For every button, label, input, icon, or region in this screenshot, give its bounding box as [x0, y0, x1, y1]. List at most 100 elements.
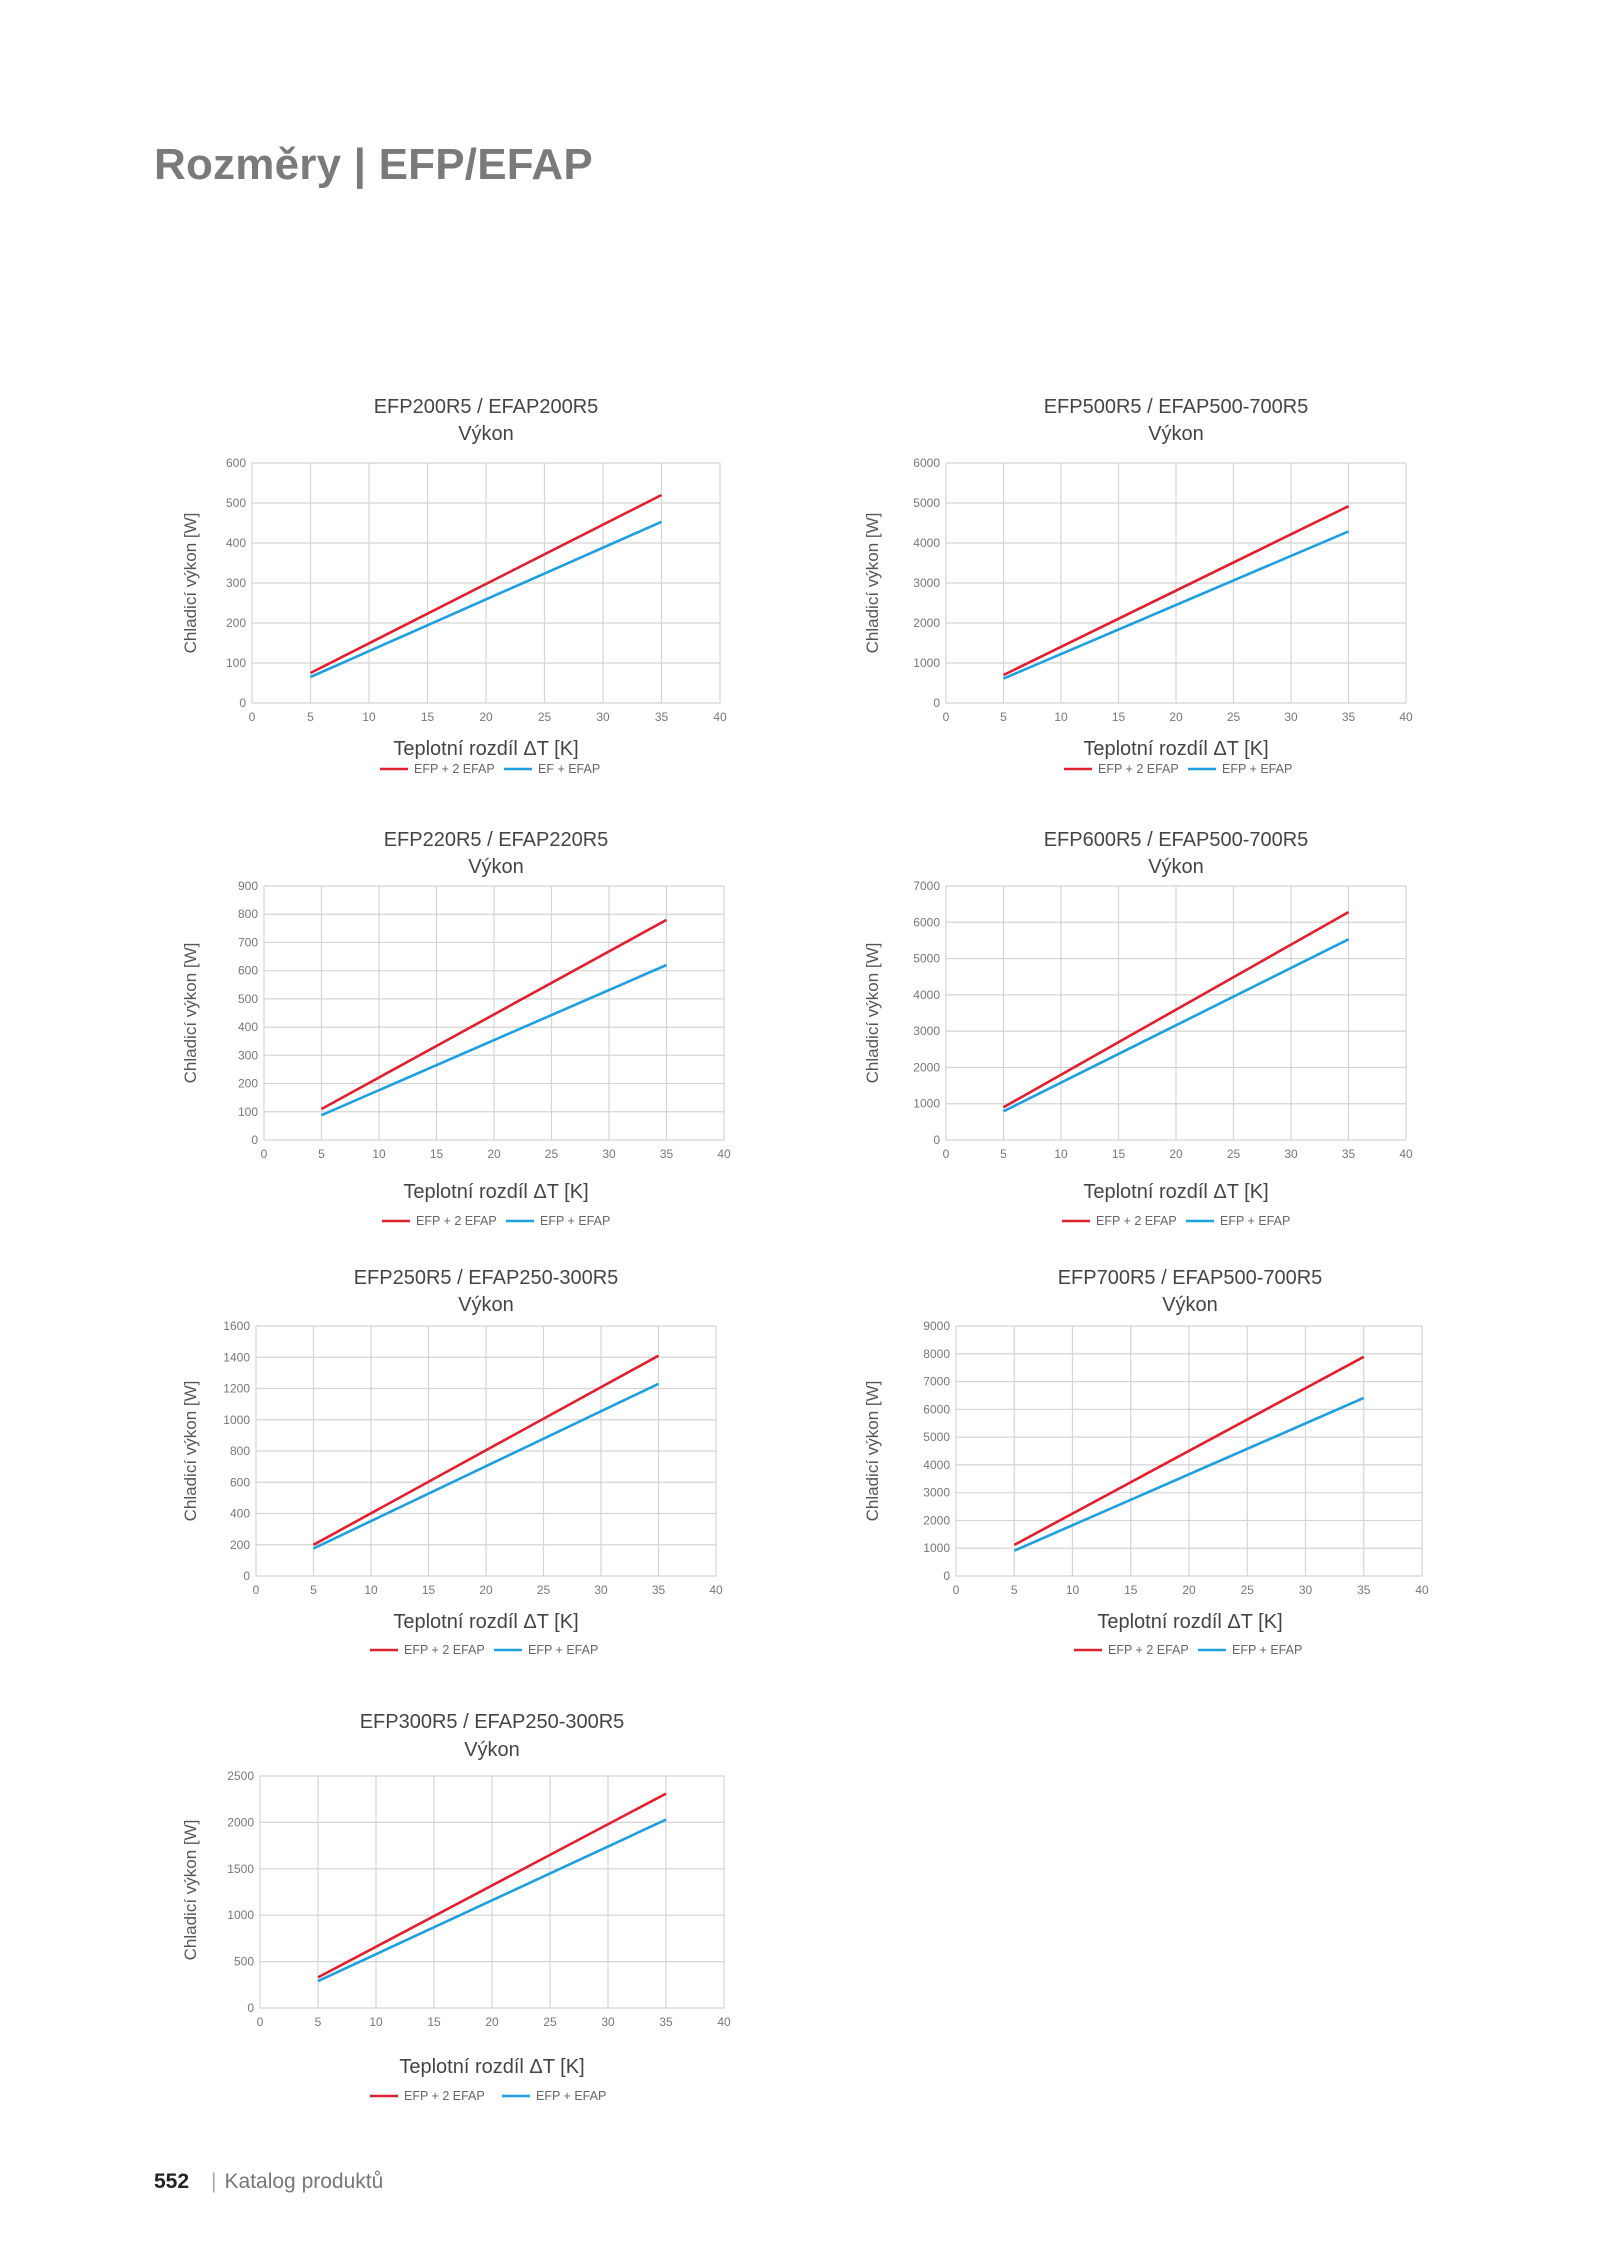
legend-series-2: EFP + EFAP	[1232, 1643, 1302, 1657]
series-line-2	[312, 1382, 660, 1550]
x-tick-label: 20	[479, 1583, 493, 1597]
x-tick-label: 25	[1227, 1147, 1241, 1161]
y-axis-label: Chladicí výkon [W]	[181, 1381, 200, 1522]
legend-series-1: EFP + 2 EFAP	[416, 1214, 497, 1228]
y-tick-label: 2000	[923, 1513, 950, 1527]
series-line-1	[1002, 505, 1350, 677]
plot-area: 0 200 400 600 800 1000 1200 1400 1600 0 5 10 15 20 25 3…	[223, 1319, 723, 1597]
y-tick-label: 1000	[227, 1908, 254, 1922]
y-tick-label: 300	[226, 576, 246, 590]
x-tick-label: 0	[953, 1583, 960, 1597]
legend-series-1: EFP + 2 EFAP	[1098, 762, 1179, 776]
y-tick-label: 1000	[223, 1413, 250, 1427]
y-tick-label: 0	[943, 1569, 950, 1583]
x-tick-label: 10	[364, 1583, 378, 1597]
chart-title: EFP600R5 / EFAP500-700R5	[1044, 829, 1309, 851]
y-tick-label: 0	[251, 1133, 258, 1147]
y-tick-label: 0	[933, 696, 940, 710]
legend-series-1: EFP + 2 EFAP	[404, 1643, 485, 1657]
chart-efp220: EFP220R5 / EFAP220R5 Výkon Chladicí výko…	[170, 818, 750, 1238]
x-tick-label: 30	[602, 1147, 616, 1161]
legend: EFP + 2 EFAP EFP + EFAP	[382, 1214, 610, 1228]
plot-area: 0 1000 2000 3000 4000 5000 6000 7000 8000 9000 0 5 1…	[923, 1319, 1429, 1597]
y-tick-label: 500	[226, 496, 246, 510]
x-tick-label: 0	[943, 1147, 950, 1161]
x-tick-label: 0	[257, 2015, 264, 2029]
y-tick-label: 3000	[913, 576, 940, 590]
y-tick-label: 0	[243, 1569, 250, 1583]
x-tick-label: 25	[1241, 1583, 1255, 1597]
x-tick-label: 15	[421, 710, 435, 724]
series-line-2	[309, 520, 663, 679]
x-axis-label: Teplotní rozdíl ΔT [K]	[393, 738, 578, 760]
y-tick-label: 800	[238, 907, 258, 921]
footer-catalog-label: Katalog produktů	[224, 2170, 384, 2193]
x-tick-label: 35	[1357, 1583, 1371, 1597]
x-tick-label: 0	[261, 1147, 268, 1161]
y-tick-label: 8000	[923, 1347, 950, 1361]
y-tick-label: 100	[238, 1105, 258, 1119]
chart-subtitle: Výkon	[468, 856, 524, 878]
x-tick-label: 20	[1169, 1147, 1183, 1161]
chart-efp250: EFP250R5 / EFAP250-300R5 Výkon Chladicí …	[170, 1256, 750, 1666]
y-tick-label: 1400	[223, 1350, 250, 1364]
chart-efp600: EFP600R5 / EFAP500-700R5 Výkon Chladicí …	[860, 818, 1440, 1238]
legend-series-2: EF + EFAP	[538, 762, 600, 776]
x-tick-label: 25	[545, 1147, 559, 1161]
legend-series-1: EFP + 2 EFAP	[404, 2089, 485, 2103]
y-tick-label: 1000	[913, 656, 940, 670]
plot-area: 0 100 200 300 400 500 600 700 800 900 0 5 10 15 20 25 30…	[238, 879, 731, 1161]
x-axis-label: Teplotní rozdíl ΔT [K]	[399, 2056, 584, 2078]
chart-efp500: EFP500R5 / EFAP500-700R5 Výkon Chladicí …	[860, 385, 1440, 785]
chart-title: EFP500R5 / EFAP500-700R5	[1044, 396, 1309, 418]
x-tick-label: 5	[1000, 1147, 1007, 1161]
legend: EFP + 2 EFAP EFP + EFAP	[370, 1643, 598, 1657]
y-axis-label: Chladicí výkon [W]	[181, 943, 200, 1084]
legend-series-1: EFP + 2 EFAP	[414, 762, 495, 776]
x-tick-label: 10	[369, 2015, 383, 2029]
y-tick-label: 6000	[923, 1402, 950, 1416]
legend-series-2: EFP + EFAP	[1222, 762, 1292, 776]
x-tick-label: 40	[1399, 710, 1413, 724]
y-tick-label: 5000	[913, 496, 940, 510]
legend: EFP + 2 EFAP EFP + EFAP	[370, 2089, 606, 2103]
chart-efp220-svg: EFP220R5 / EFAP220R5 Výkon Chladicí výko…	[181, 829, 731, 1228]
chart-efp500-svg: EFP500R5 / EFAP500-700R5 Výkon Chladicí …	[863, 396, 1413, 776]
chart-efp600-svg: EFP600R5 / EFAP500-700R5 Výkon Chladicí …	[863, 829, 1413, 1228]
series-line-1	[1013, 1355, 1365, 1547]
x-axis-label: Teplotní rozdíl ΔT [K]	[1083, 738, 1268, 760]
chart-title: EFP300R5 / EFAP250-300R5	[360, 1711, 625, 1733]
series-line-2	[1013, 1396, 1365, 1552]
x-tick-label: 40	[717, 1147, 731, 1161]
y-tick-label: 1000	[913, 1097, 940, 1111]
y-tick-label: 4000	[913, 988, 940, 1002]
chart-subtitle: Výkon	[1148, 856, 1204, 878]
x-tick-label: 35	[655, 710, 669, 724]
y-axis-label: Chladicí výkon [W]	[863, 1381, 882, 1522]
legend: EFP + 2 EFAP EF + EFAP	[380, 762, 600, 776]
x-tick-label: 5	[1000, 710, 1007, 724]
x-tick-label: 10	[362, 710, 376, 724]
x-tick-label: 10	[1054, 710, 1068, 724]
x-tick-label: 35	[1342, 1147, 1356, 1161]
x-tick-label: 35	[659, 2015, 673, 2029]
x-tick-label: 15	[427, 2015, 441, 2029]
x-tick-label: 20	[1169, 710, 1183, 724]
legend-series-2: EFP + EFAP	[1220, 1214, 1290, 1228]
x-tick-label: 35	[660, 1147, 674, 1161]
y-tick-label: 6000	[913, 456, 940, 470]
y-tick-label: 7000	[923, 1375, 950, 1389]
y-tick-label: 600	[238, 964, 258, 978]
x-tick-label: 25	[1227, 710, 1241, 724]
chart-title: EFP220R5 / EFAP220R5	[384, 829, 609, 851]
y-tick-label: 0	[933, 1133, 940, 1147]
y-tick-label: 400	[238, 1020, 258, 1034]
x-tick-label: 30	[1299, 1583, 1313, 1597]
y-tick-label: 1200	[223, 1382, 250, 1396]
page-title: Rozměry | EFP/EFAP	[154, 140, 593, 189]
x-tick-label: 5	[310, 1583, 317, 1597]
x-tick-label: 15	[430, 1147, 444, 1161]
x-tick-label: 25	[538, 710, 552, 724]
y-tick-label: 7000	[913, 879, 940, 893]
y-tick-label: 5000	[913, 952, 940, 966]
